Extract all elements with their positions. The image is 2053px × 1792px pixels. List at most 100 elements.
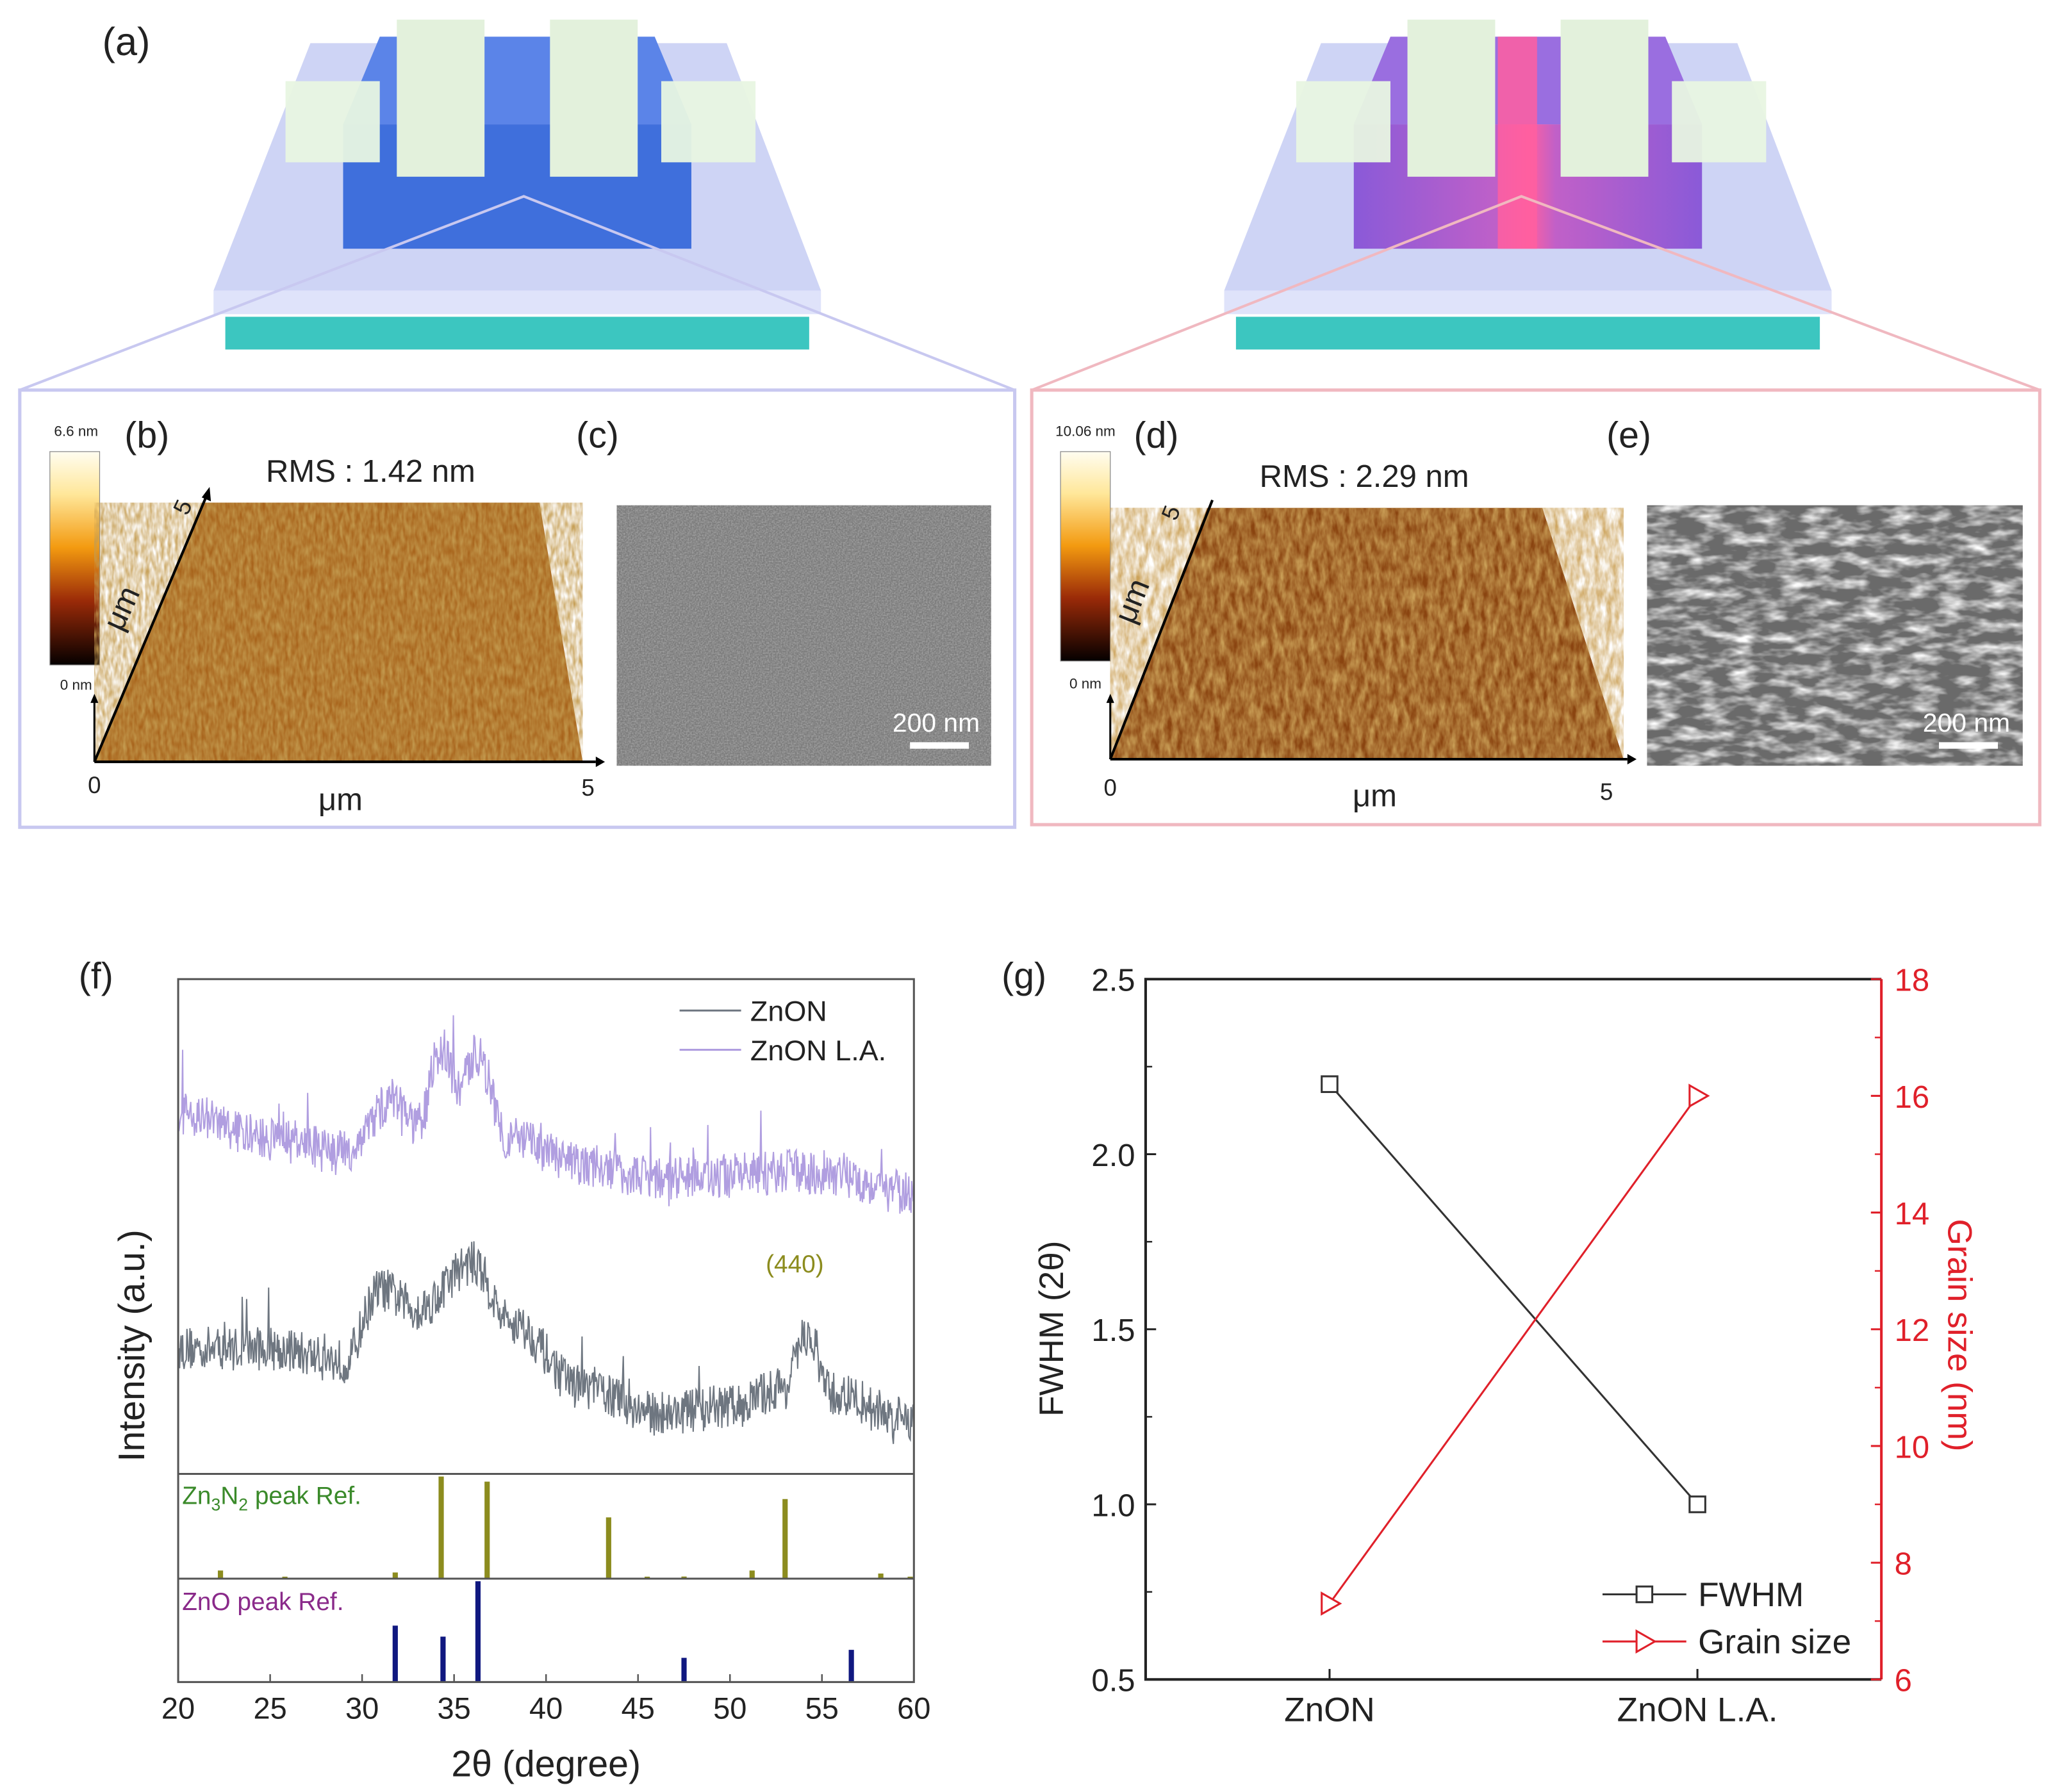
zn3n2-ref-peak <box>878 1574 884 1579</box>
colorbar-min-label: 0 nm <box>1069 676 1101 692</box>
panel-label-g: (g) <box>1002 956 1046 997</box>
grain-size-point <box>1321 1591 1342 1616</box>
x-tick-label: 40 <box>529 1691 563 1725</box>
y-tick-label-right: 6 <box>1895 1664 1912 1698</box>
y-tick-label-right: 12 <box>1895 1313 1930 1348</box>
scale-bar-label: 200 nm <box>893 708 980 737</box>
y-tick-label-right: 14 <box>1895 1197 1930 1231</box>
sem-texture <box>616 505 991 766</box>
fwhm-line <box>1328 1083 1699 1506</box>
laser-annealed-stripe <box>1497 37 1537 249</box>
y-tick-label-left: 2.5 <box>1091 964 1135 998</box>
axis-x-unit: μm <box>1353 779 1397 814</box>
y-tick-label-right: 10 <box>1895 1430 1930 1465</box>
x-tick-label: 35 <box>438 1691 471 1725</box>
panel-label-c: (c) <box>576 415 619 456</box>
afm-image-pristine: 6.6 nm 0 nm (b) RMS : 1.42 nm 5 μm 0 5 μ… <box>49 415 606 818</box>
x-tick-label: 60 <box>897 1691 930 1725</box>
sem-image-laser-annealed: (e) 200 nm <box>1606 415 2023 766</box>
zoom-lines <box>19 195 1016 391</box>
substrate-side <box>213 290 821 315</box>
scale-bar <box>910 742 969 749</box>
x-tick-label: 45 <box>622 1691 655 1725</box>
x-tick-label: 50 <box>713 1691 746 1725</box>
zno-ref-peak <box>440 1636 446 1682</box>
afm-colorbar <box>49 451 101 666</box>
sem-texture <box>1647 505 2023 766</box>
panel-label-e: (e) <box>1606 415 1651 456</box>
axis-origin: 0 <box>88 772 101 798</box>
pad-right <box>1672 81 1767 163</box>
x-axis-label: 2θ (degree) <box>451 1743 641 1784</box>
y-tick-label-right: 18 <box>1895 964 1930 998</box>
channel-top <box>343 37 691 125</box>
x-tick-label: 30 <box>345 1691 379 1725</box>
zno-ref-peak <box>475 1581 481 1682</box>
x-tick-label: ZnON <box>1284 1691 1375 1729</box>
arrow-head <box>1627 753 1637 765</box>
gate-layer <box>225 316 809 350</box>
rms-label: RMS : 2.29 nm <box>1260 459 1469 494</box>
xrd-series-zon <box>177 1241 915 1444</box>
x-tick-label: ZnON L.A. <box>1617 1691 1778 1729</box>
peak-annotation-440: (440) <box>766 1251 824 1278</box>
panel-label-f: (f) <box>79 956 113 997</box>
zoom-lines <box>1031 195 2041 391</box>
y-tick-label-right: 16 <box>1895 1080 1930 1115</box>
zno-ref-peak <box>392 1625 398 1682</box>
axis-x-max: 5 <box>581 775 594 801</box>
axis-x-max: 5 <box>1600 778 1613 805</box>
y-axis-label-right: Grain size (nm) <box>1940 1219 1978 1451</box>
x-tick-label: 25 <box>253 1691 286 1725</box>
fwhm-point <box>1688 1495 1706 1513</box>
y-tick-label-right: 8 <box>1895 1547 1912 1582</box>
zn3n2-ref-peak <box>606 1517 611 1579</box>
panel-label-b: (b) <box>124 415 169 456</box>
y-tick-label-left: 0.5 <box>1091 1664 1135 1698</box>
pad-left <box>285 81 380 163</box>
fwhm-grain-chart: (g) 0.5 1.0 1.5 2.0 2.5 6 8 10 12 14 16 18 ZnON ZnON … <box>1002 956 1978 1729</box>
afm-surface-texture <box>1110 507 1624 759</box>
arrow-head <box>201 487 211 502</box>
zn3n2-ref-peak <box>749 1570 755 1579</box>
legend-marker-grain <box>1635 1629 1657 1654</box>
plot-frame <box>1144 978 1882 1681</box>
pad-left <box>1296 81 1390 163</box>
ref-label-zno: ZnO peak Ref. <box>182 1588 343 1616</box>
zn3n2-ref-peak <box>484 1481 490 1579</box>
arrow-head <box>90 693 99 703</box>
axis-y-diagonal <box>93 494 208 762</box>
y-axis-label: Intensity (a.u.) <box>111 1229 153 1461</box>
grain-size-line <box>1328 1095 1699 1604</box>
afm-surface-texture <box>94 502 583 762</box>
zno-ref-peak <box>681 1657 687 1682</box>
legend-label-grain: Grain size <box>1698 1623 1851 1661</box>
y-tick-label-left: 1.0 <box>1091 1488 1135 1523</box>
grain-size-point <box>1688 1083 1710 1108</box>
sem-image-pristine: (c) 200 nm <box>576 415 991 766</box>
colorbar-min-label: 0 nm <box>60 677 92 693</box>
fwhm-point <box>1321 1075 1339 1093</box>
y-axis-label-left: FWHM (2θ) <box>1033 1241 1071 1417</box>
arrow-head <box>595 756 606 768</box>
electrode-source <box>397 19 485 177</box>
y-tick-label-left: 1.5 <box>1091 1313 1135 1348</box>
arrow-head <box>1106 693 1114 703</box>
gate-layer <box>1235 316 1820 350</box>
electrode-drain <box>550 19 638 177</box>
xrd-series-zon-la <box>177 1015 915 1214</box>
afm-colorbar <box>1060 451 1111 662</box>
colorbar-max-label: 6.6 nm <box>54 423 98 439</box>
device-schematic-laser-annealed <box>1031 19 2041 391</box>
x-tick-label: 20 <box>161 1691 195 1725</box>
zn3n2-ref-peak <box>438 1476 444 1579</box>
zn3n2-ref-peak <box>392 1572 398 1579</box>
channel-front <box>343 124 691 249</box>
legend-marker-fwhm <box>1635 1585 1654 1604</box>
colorbar-max-label: 10.06 nm <box>1055 423 1116 439</box>
electrode-drain <box>1560 19 1649 177</box>
legend-label-zon: ZnON <box>750 995 827 1028</box>
axis-origin: 0 <box>1104 775 1117 801</box>
device-schematic-pristine <box>19 19 1016 391</box>
scale-bar <box>1939 742 1998 749</box>
